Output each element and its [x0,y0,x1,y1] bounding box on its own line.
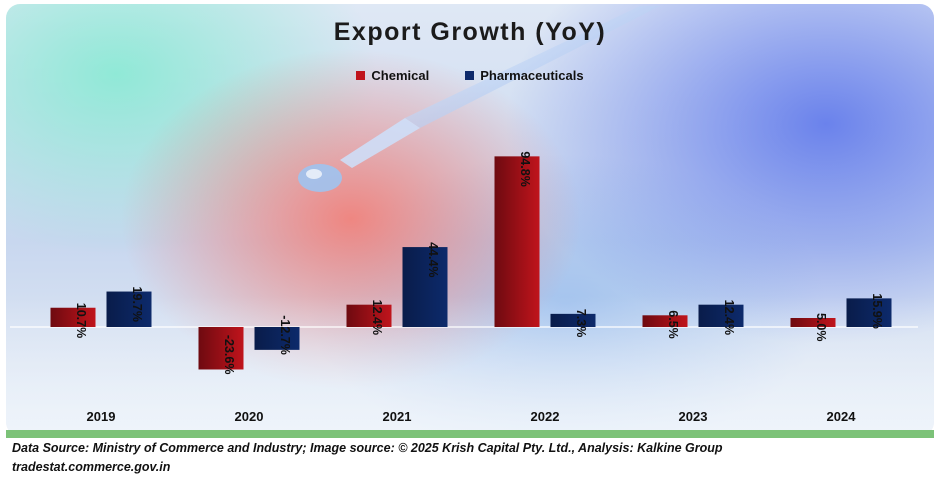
bar-pharmaceuticals-2022 [550,313,596,327]
bar-chemical-2021 [346,304,392,327]
source-url: tradestat.commerce.gov.in [12,460,171,474]
data-label-chemical-2021: 12.4% [370,300,384,335]
bar-pharmaceuticals-2024 [846,298,892,327]
legend-item-chemical: Chemical [356,68,429,83]
category-label-2023: 2023 [679,409,708,424]
legend-label-chemical: Chemical [371,68,430,83]
bar-pharmaceuticals-2021 [402,247,448,327]
data-label-chemical-2024: 5.0% [814,313,828,342]
bar-chemical-2022 [494,156,540,327]
legend-label-pharmaceuticals: Pharmaceuticals [480,68,584,83]
category-label-2020: 2020 [235,409,264,424]
bar-chemical-2020 [198,327,244,370]
category-label-2022: 2022 [531,409,560,424]
data-label-chemical-2020: -23.6% [222,335,236,375]
legend-swatch-pharmaceuticals [465,71,475,80]
bar-pharmaceuticals-2023 [698,304,744,327]
bar-chemical-2024 [790,318,836,327]
data-label-pharmaceuticals-2022: 7.3% [574,309,588,338]
legend-swatch-chemical [356,71,366,80]
category-label-2019: 2019 [87,409,116,424]
legend-item-pharmaceuticals: Pharmaceuticals [465,68,584,83]
data-label-pharmaceuticals-2024: 15.9% [870,293,884,328]
data-label-pharmaceuticals-2021: 44.4% [426,242,440,277]
category-label-2021: 2021 [383,409,412,424]
background-haze [6,296,934,436]
bottom-accent-strip [6,430,934,438]
chart-title: Export Growth (YoY) [333,18,607,46]
data-label-pharmaceuticals-2023: 12.4% [722,300,736,335]
bar-chemical-2019 [50,307,96,327]
data-label-chemical-2019: 10.7% [74,303,88,338]
data-label-chemical-2022: 94.8% [518,151,532,186]
footer: Data Source: Ministry of Commerce and In… [12,439,723,477]
data-label-pharmaceuticals-2019: 19.7% [130,287,144,322]
data-label-pharmaceuticals-2020: -12.7% [278,315,292,355]
category-label-2024: 2024 [827,409,857,424]
bar-pharmaceuticals-2019 [106,291,152,327]
data-source-note: Data Source: Ministry of Commerce and In… [12,441,723,455]
data-label-chemical-2023: 6.5% [666,310,680,339]
bar-chemical-2023 [642,315,688,327]
legend: Chemical Pharmaceuticals [0,68,940,83]
bar-pharmaceuticals-2020 [254,327,300,350]
